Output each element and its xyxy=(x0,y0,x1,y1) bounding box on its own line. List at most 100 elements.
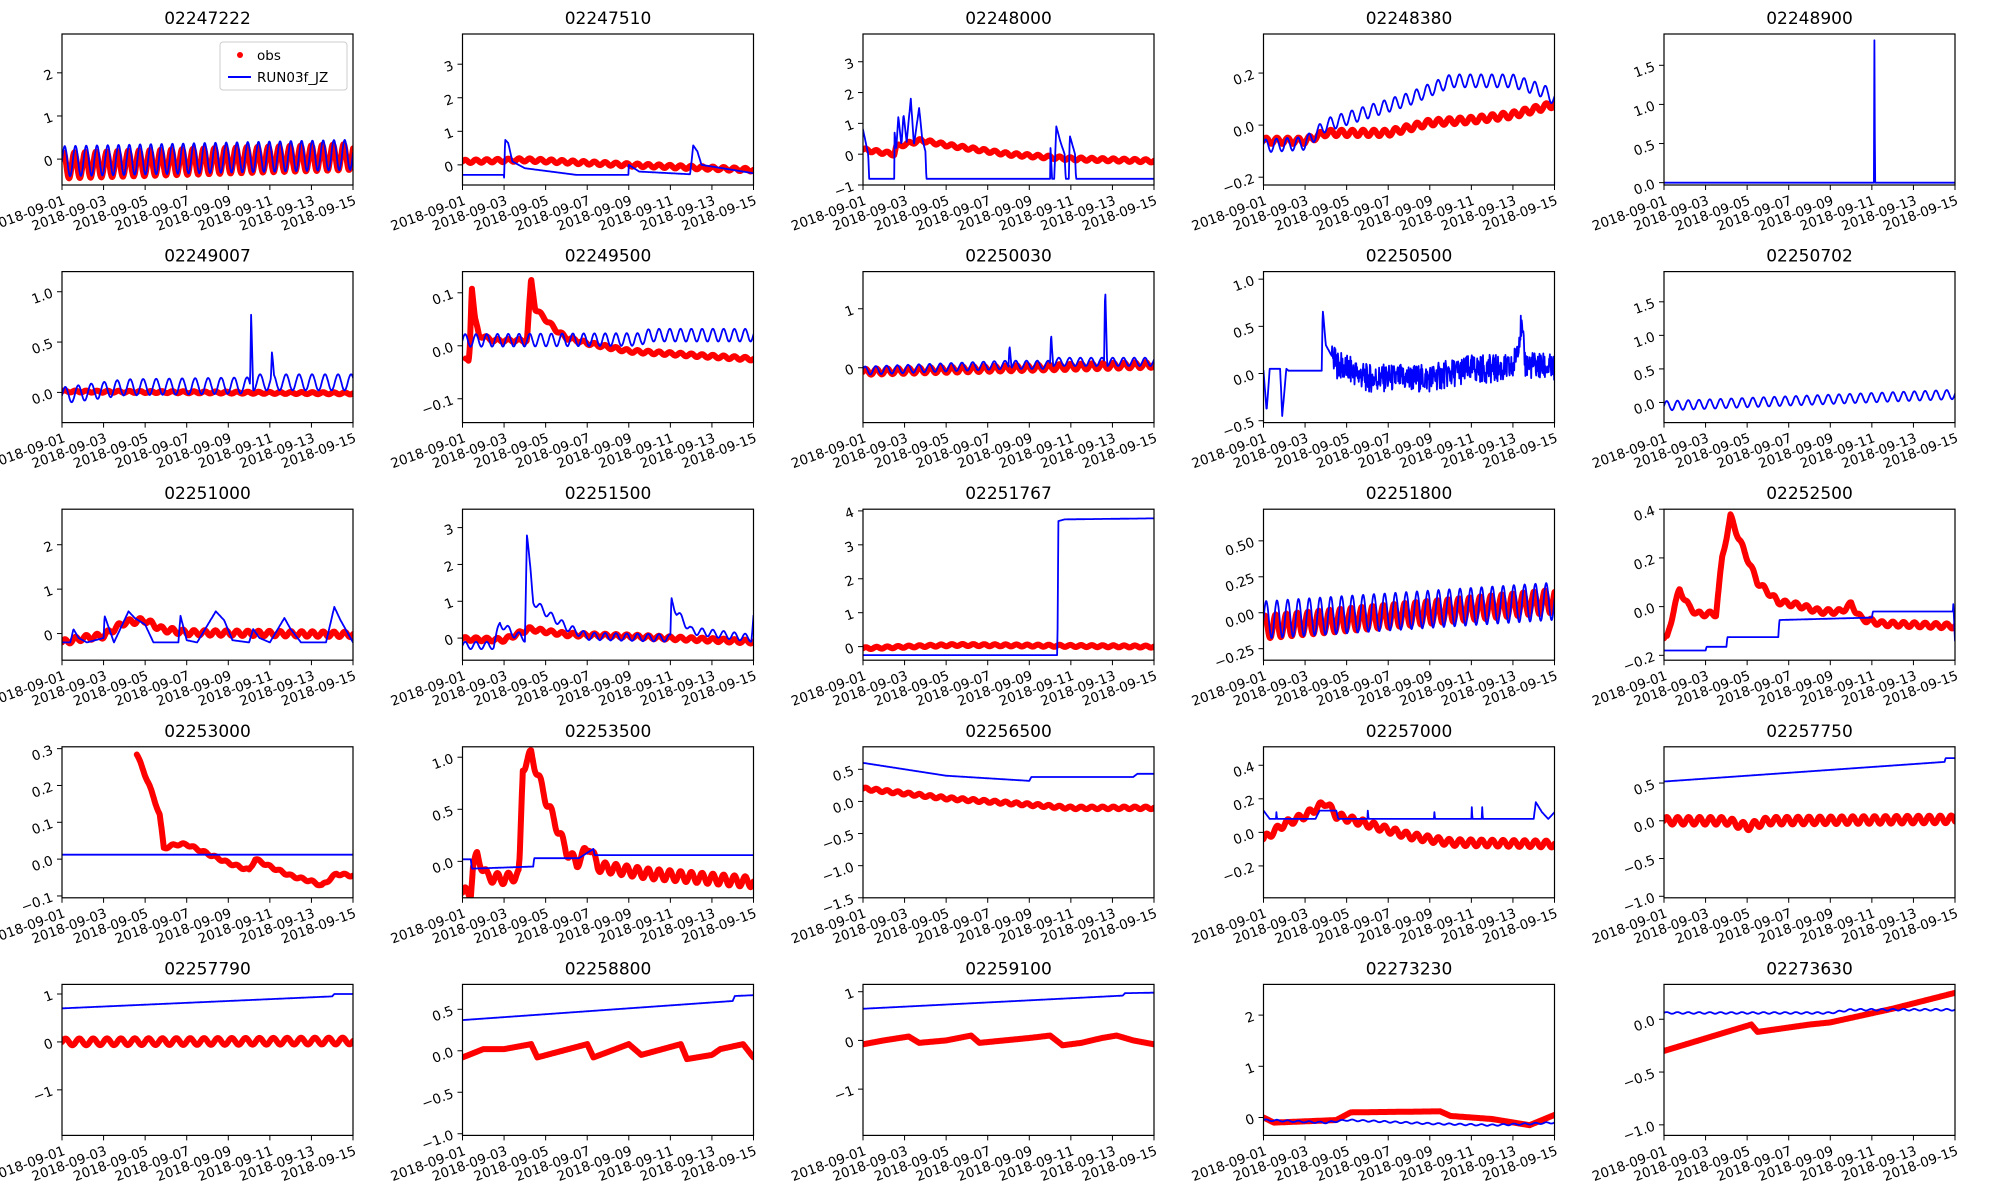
y-tick-label: 1 xyxy=(843,606,857,624)
y-tick-label: 1.5 xyxy=(1632,296,1658,318)
obs-series xyxy=(62,1034,353,1049)
y-tick-label: 0.5 xyxy=(1231,320,1257,342)
axes-frame xyxy=(1663,271,1956,424)
obs-series xyxy=(863,784,1154,813)
subplot-02256500: 022565002018-09-012018-09-032018-09-0520… xyxy=(789,722,1159,948)
y-tick-label: 0.0 xyxy=(430,1044,456,1066)
subplot-02250702: 022507022018-09-012018-09-032018-09-0520… xyxy=(1590,247,1960,473)
y-tick-label: 1 xyxy=(42,988,56,1006)
y-tick-label: 1 xyxy=(42,583,56,601)
y-tick-label: −1 xyxy=(31,1084,55,1106)
sim-series xyxy=(863,517,1154,656)
axes-frame xyxy=(862,271,1155,424)
sim-series xyxy=(62,993,353,1010)
y-tick-label: 0.2 xyxy=(1231,67,1257,89)
sim-series xyxy=(1664,389,1955,412)
axes-frame xyxy=(461,271,755,424)
obs-series xyxy=(863,1032,1154,1049)
y-tick-label: −1 xyxy=(832,1083,856,1105)
axes-frame xyxy=(1663,983,1956,1137)
subplot-title: 02247222 xyxy=(164,9,251,29)
y-tick-label: 0.0 xyxy=(1231,367,1257,389)
obs-series xyxy=(62,141,353,182)
y-tick-label: 0 xyxy=(442,159,456,177)
y-tick-label: −0.1 xyxy=(420,392,456,418)
y-tick-label: 0.0 xyxy=(430,339,456,361)
subplot-02248380: 022483802018-09-012018-09-032018-09-0520… xyxy=(1190,9,1560,235)
subplot-02258800: 022588002018-09-012018-09-032018-09-0520… xyxy=(389,959,759,1185)
sim-series xyxy=(62,606,353,644)
y-tick-label: −0.2 xyxy=(1221,860,1257,886)
y-tick-label: 0.5 xyxy=(831,763,857,785)
subplot-title: 02273630 xyxy=(1766,959,1853,979)
y-tick-label: −0.5 xyxy=(420,1086,456,1112)
subplot-02248900: 022489002018-09-012018-09-032018-09-0520… xyxy=(1590,9,1960,235)
y-tick-label: 0.5 xyxy=(1632,137,1658,159)
y-tick-label: 3 xyxy=(843,55,857,73)
y-tick-label: 1 xyxy=(1243,1060,1257,1078)
sim-series xyxy=(1664,39,1955,184)
sim-series xyxy=(863,293,1154,376)
y-tick-label: 0 xyxy=(843,640,857,658)
sim-series xyxy=(462,994,754,1021)
axes-frame xyxy=(461,33,755,186)
axes-frame xyxy=(461,983,755,1137)
subplot-02273230: 022732302018-09-012018-09-032018-09-0520… xyxy=(1190,959,1560,1185)
legend-sim-label: RUN03f_JZ xyxy=(257,70,328,86)
subplot-title: 02251767 xyxy=(965,484,1052,504)
y-tick-label: 0.1 xyxy=(430,287,456,309)
y-tick-label: 0 xyxy=(42,627,56,645)
y-tick-label: 1.0 xyxy=(1231,273,1257,295)
y-tick-label: 0.5 xyxy=(430,1003,456,1025)
subplot-02248000: 022480002018-09-012018-09-032018-09-0520… xyxy=(789,9,1159,235)
subplot-title: 02249007 xyxy=(164,247,251,267)
obs-series xyxy=(462,155,754,175)
obs-series xyxy=(1263,799,1555,851)
y-tick-label: 0.3 xyxy=(30,742,56,764)
obs-series xyxy=(863,136,1154,166)
y-tick-label: −0.5 xyxy=(1621,1066,1657,1092)
axes-frame xyxy=(1262,508,1556,661)
subplot-title: 02252500 xyxy=(1766,484,1853,504)
y-tick-label: 0.0 xyxy=(430,855,456,877)
y-tick-label: 0.25 xyxy=(1223,571,1257,596)
axes-frame xyxy=(1663,33,1956,186)
y-tick-label: 2 xyxy=(1243,1009,1257,1027)
axes-frame xyxy=(1262,33,1556,186)
y-tick-label: 0.50 xyxy=(1223,535,1257,560)
subplot-title: 02249500 xyxy=(565,247,652,267)
sim-series xyxy=(863,762,1154,782)
y-tick-label: 3 xyxy=(442,58,456,76)
subplot-title: 02259100 xyxy=(965,959,1052,979)
sim-series xyxy=(1664,757,1955,783)
subplot-02251767: 022517672018-09-012018-09-032018-09-0520… xyxy=(789,484,1159,710)
y-tick-label: 0.0 xyxy=(1231,826,1257,848)
obs-series xyxy=(462,277,754,364)
y-tick-label: 1 xyxy=(42,110,56,128)
y-tick-label: 0.5 xyxy=(430,803,456,825)
subplot-02251500: 022515002018-09-012018-09-032018-09-0520… xyxy=(389,484,759,710)
subplot-title: 02248380 xyxy=(1366,9,1453,29)
obs-series xyxy=(462,1041,754,1063)
sim-series xyxy=(863,991,1154,1010)
y-tick-label: 1 xyxy=(843,985,857,1003)
axes-frame xyxy=(61,33,354,186)
y-tick-label: 3 xyxy=(843,539,857,557)
obs-series xyxy=(1664,989,1955,1054)
obs-series xyxy=(1664,511,1955,642)
axes-frame xyxy=(461,508,755,661)
sim-series xyxy=(1263,1118,1555,1127)
axes-frame xyxy=(862,33,1155,186)
subplot-02252500: 022525002018-09-012018-09-032018-09-0520… xyxy=(1590,484,1960,710)
legend: obs RUN03f_JZ xyxy=(219,41,348,91)
subplot-02250500: 022505002018-09-012018-09-032018-09-0520… xyxy=(1190,247,1560,473)
axes-frame xyxy=(1663,746,1956,899)
subplot-title: 02250702 xyxy=(1766,247,1853,267)
y-tick-label: −0.5 xyxy=(1621,852,1657,878)
sim-series xyxy=(1263,310,1555,417)
legend-box xyxy=(219,41,348,91)
subplot-title: 02273230 xyxy=(1366,959,1453,979)
sim-series xyxy=(462,534,754,650)
y-tick-label: 1.0 xyxy=(30,285,56,307)
subplot-02247222: 022472222018-09-012018-09-032018-09-0520… xyxy=(0,9,358,235)
